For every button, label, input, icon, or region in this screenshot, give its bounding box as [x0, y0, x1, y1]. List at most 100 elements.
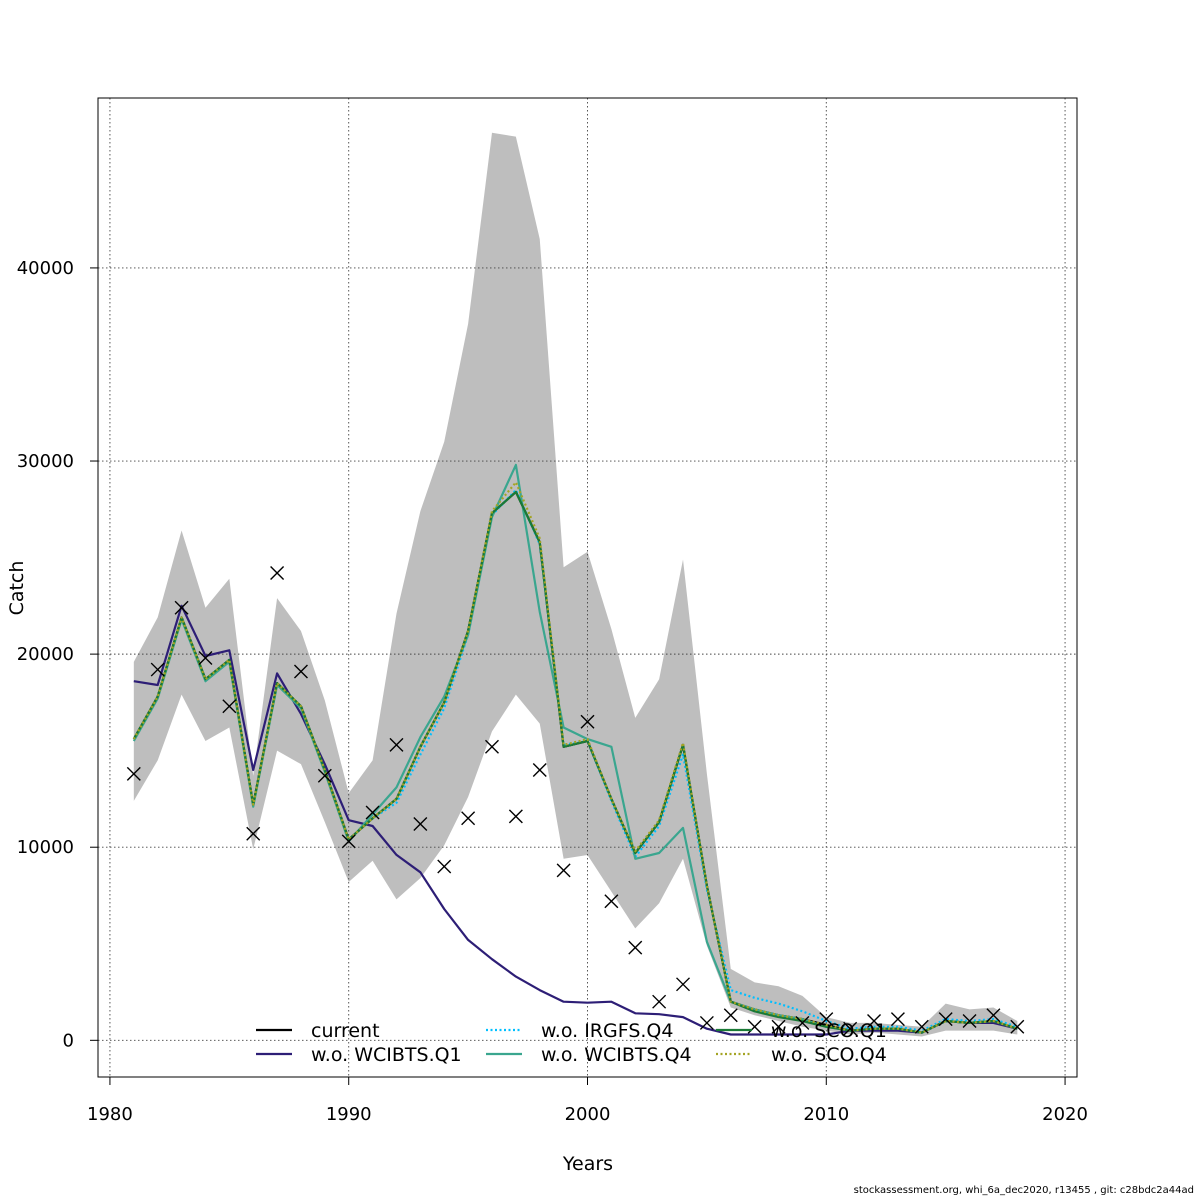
y-tick-label-40000: 40000: [17, 258, 74, 279]
observed-point-2011: [843, 1021, 858, 1036]
x-tick-label-1990: 1990: [326, 1104, 372, 1125]
observed-point-stroke: [604, 894, 619, 909]
observed-point-1986: [246, 826, 261, 841]
observed-point-stroke: [389, 737, 404, 752]
observed-point-stroke: [270, 566, 285, 581]
legend-label-5: w.o. SCO.Q4: [771, 1044, 887, 1066]
legend-item-3: w.o. WCIBTS.Q4: [486, 1044, 692, 1066]
observed-point-2015: [938, 1012, 953, 1027]
y-tick-label-30000: 30000: [17, 451, 74, 472]
axis-layer: 1980 1990 2000 2010 2020 0 10000 20000 30000 4000…: [17, 97, 1088, 1125]
observed-point-1994: [437, 859, 452, 874]
observed-point-stroke: [938, 1012, 953, 1027]
observed-point-2010: [819, 1012, 834, 1027]
observed-point-1981: [126, 766, 141, 781]
observed-point-stroke: [150, 662, 165, 677]
observed-point-1992: [389, 737, 404, 752]
observed-point-stroke: [986, 1008, 1001, 1023]
legend-item-0: current: [256, 1020, 380, 1042]
observed-point-stroke: [652, 994, 667, 1009]
observed-point-stroke: [246, 826, 261, 841]
observed-point-2014: [914, 1019, 929, 1034]
observed-point-1997: [508, 809, 523, 824]
observed-point-stroke: [437, 859, 452, 874]
observed-point-2003: [652, 994, 667, 1009]
observed-point-2008: [771, 1019, 786, 1034]
observed-point-1991: [365, 805, 380, 820]
observed-point-stroke: [676, 977, 691, 992]
observed-point-stroke: [126, 766, 141, 781]
legend-label-1: w.o. WCIBTS.Q1: [311, 1044, 462, 1066]
observed-point-1985: [222, 699, 237, 714]
observed-point-stroke: [914, 1019, 929, 1034]
observed-point-stroke: [699, 1015, 714, 1030]
x-tick-label-2000: 2000: [565, 1104, 611, 1125]
x-tick-label-1980: 1980: [87, 1104, 133, 1125]
observed-point-2005: [699, 1015, 714, 1030]
y-tick-label-0: 0: [63, 1030, 74, 1051]
observed-point-stroke: [556, 863, 571, 878]
observed-point-stroke: [819, 1012, 834, 1027]
observed-point-stroke: [580, 714, 595, 729]
legend-item-2: w.o. IRGFS.Q4: [486, 1020, 673, 1042]
observed-point-2004: [676, 977, 691, 992]
observed-point-stroke: [484, 739, 499, 754]
x-tick-label-2010: 2010: [803, 1104, 849, 1125]
observed-point-stroke: [174, 600, 189, 615]
observed-point-stroke: [962, 1014, 977, 1028]
observed-point-1984: [198, 650, 213, 665]
observed-point-2017: [986, 1008, 1001, 1023]
observed-point-2006: [723, 1008, 738, 1023]
observed-point-stroke: [365, 805, 380, 820]
observed-point-2012: [867, 1014, 882, 1028]
observed-point-1993: [413, 817, 428, 832]
legend-item-4: w.o. SCO.Q1: [716, 1020, 887, 1042]
observed-point-1990: [341, 834, 356, 849]
observed-point-2013: [890, 1012, 905, 1027]
y-tick-label-20000: 20000: [17, 644, 74, 665]
observed-point-1996: [484, 739, 499, 754]
confidence-band: [133, 132, 1018, 1037]
observed-point-stroke: [222, 699, 237, 714]
observed-point-stroke: [461, 811, 476, 826]
observed-point-stroke: [413, 817, 428, 832]
observed-point-stroke: [1010, 1019, 1025, 1034]
y-axis-title: Catch: [6, 561, 28, 616]
observed-point-2009: [795, 1015, 810, 1030]
observed-point-1998: [532, 762, 547, 777]
observed-point-stroke: [532, 762, 547, 777]
observed-point-stroke: [867, 1014, 882, 1028]
observed-point-2018: [1010, 1019, 1025, 1034]
observed-point-stroke: [795, 1015, 810, 1030]
x-tick-label-2020: 2020: [1042, 1104, 1088, 1125]
observed-point-stroke: [747, 1019, 762, 1034]
legend-item-1: w.o. WCIBTS.Q1: [256, 1044, 462, 1066]
observed-point-stroke: [508, 809, 523, 824]
confidence-band-layer: [133, 132, 1018, 1037]
observed-point-2007: [747, 1019, 762, 1034]
y-tick-label-10000: 10000: [17, 837, 74, 858]
observed-point-stroke: [843, 1021, 858, 1036]
x-axis-title: Years: [562, 1153, 613, 1175]
observed-point-1987: [270, 566, 285, 581]
observed-point-2001: [604, 894, 619, 909]
legend-item-5: w.o. SCO.Q4: [716, 1044, 887, 1066]
observed-point-1989: [317, 768, 332, 783]
legend-label-3: w.o. WCIBTS.Q4: [541, 1044, 692, 1066]
observed-point-1982: [150, 662, 165, 677]
series-layer: [132, 463, 1018, 1036]
legend-label-2: w.o. IRGFS.Q4: [541, 1020, 673, 1042]
observed-point-2000: [580, 714, 595, 729]
observed-point-stroke: [628, 940, 643, 955]
observed-point-1999: [556, 863, 571, 878]
footer-credit: stockassessment.org, whi_6a_dec2020, r13…: [853, 1185, 1194, 1196]
series-line-1: [133, 604, 1018, 1036]
observed-point-stroke: [890, 1012, 905, 1027]
observed-point-2016: [962, 1014, 977, 1028]
observed-point-stroke: [293, 664, 308, 679]
observed-point-2002: [628, 940, 643, 955]
grid-layer: [98, 98, 1077, 1077]
observed-point-stroke: [723, 1008, 738, 1023]
